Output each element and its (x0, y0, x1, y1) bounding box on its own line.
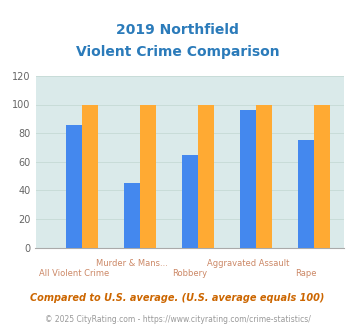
Text: Compared to U.S. average. (U.S. average equals 100): Compared to U.S. average. (U.S. average … (30, 293, 325, 303)
Text: Aggravated Assault: Aggravated Assault (207, 259, 289, 268)
Text: Violent Crime Comparison: Violent Crime Comparison (76, 45, 279, 58)
Bar (140, 105, 156, 248)
Bar (182, 154, 198, 248)
Text: All Violent Crime: All Violent Crime (39, 269, 109, 278)
Bar (66, 124, 82, 248)
Bar (298, 140, 314, 248)
Text: © 2025 CityRating.com - https://www.cityrating.com/crime-statistics/: © 2025 CityRating.com - https://www.city… (45, 315, 310, 324)
Text: 2019 Northfield: 2019 Northfield (116, 23, 239, 37)
Text: Murder & Mans...: Murder & Mans... (96, 259, 168, 268)
Bar (198, 105, 214, 248)
Bar (82, 105, 98, 248)
Bar (314, 105, 330, 248)
Text: Rape: Rape (295, 269, 317, 278)
Bar (256, 105, 272, 248)
Text: Robbery: Robbery (173, 269, 207, 278)
Bar (240, 110, 256, 248)
Bar (124, 183, 140, 248)
